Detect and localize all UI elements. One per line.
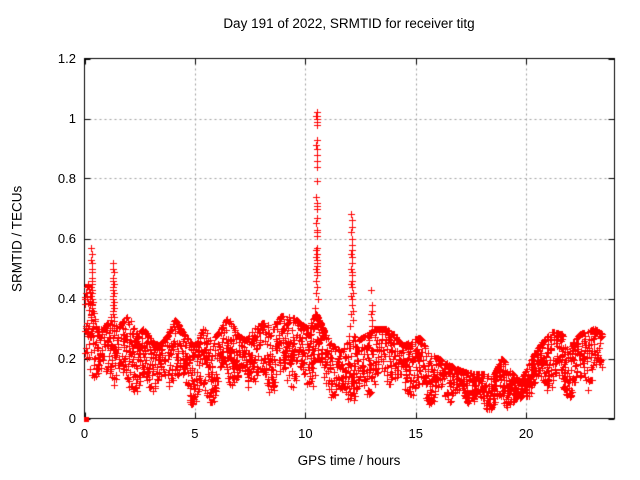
x-axis-label: GPS time / hours: [297, 453, 401, 468]
y-tick-label: 0.8: [57, 170, 76, 186]
x-tick-label: 15: [408, 426, 423, 441]
y-tick-label: 0.4: [57, 290, 76, 306]
y-tick-label: 0: [68, 410, 76, 426]
y-tick-label: 1.2: [57, 50, 76, 66]
x-tick-label: 10: [298, 426, 313, 441]
x-tick-label: 5: [191, 426, 199, 441]
x-tick-label: 0: [80, 426, 89, 441]
chart-title: Day 191 of 2022, SRMTID for receiver tit…: [223, 16, 475, 31]
y-tick-label: 1: [68, 110, 76, 126]
y-tick-label: 0.6: [57, 230, 76, 246]
x-tick-label: 20: [518, 426, 534, 441]
y-tick-label: 0.2: [57, 350, 76, 366]
